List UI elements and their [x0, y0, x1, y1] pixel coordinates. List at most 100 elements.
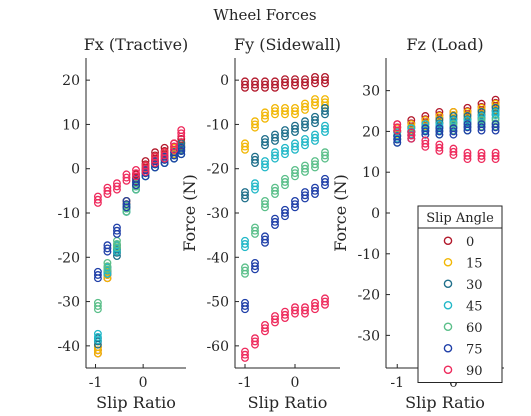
- data-point: [261, 324, 269, 333]
- data-point: [407, 116, 416, 125]
- y-tick-label: -60: [206, 339, 229, 355]
- y-tick-label: -20: [206, 162, 229, 178]
- legend-label: 90: [466, 364, 483, 379]
- data-point: [271, 151, 279, 160]
- data-point: [261, 138, 269, 147]
- data-point: [113, 226, 121, 235]
- data-point: [311, 133, 319, 142]
- legend-label: 45: [466, 299, 483, 314]
- legend-marker: [443, 365, 453, 375]
- data-point: [177, 147, 186, 155]
- legend-label: 0: [466, 235, 474, 250]
- data-point: [261, 108, 269, 117]
- data-point: [477, 120, 486, 129]
- data-point: [261, 196, 269, 205]
- data-point: [491, 103, 500, 112]
- data-point: [281, 107, 289, 116]
- panel-3-ylabel: Force (N): [331, 174, 350, 252]
- data-point: [301, 75, 309, 84]
- data-point: [251, 262, 259, 271]
- data-point: [113, 223, 121, 232]
- data-point: [251, 258, 259, 267]
- data-point: [177, 126, 186, 135]
- data-point: [93, 271, 102, 279]
- data-point: [321, 72, 329, 81]
- data-point: [261, 111, 269, 120]
- data-point: [251, 155, 259, 164]
- data-point: [241, 350, 249, 359]
- data-point: [301, 164, 309, 173]
- data-point: [170, 151, 179, 160]
- data-point: [261, 134, 269, 143]
- data-point: [291, 124, 299, 133]
- data-point: [301, 191, 309, 200]
- data-point: [311, 186, 319, 195]
- y-tick-label: -10: [206, 117, 229, 133]
- legend-marker: [443, 343, 453, 353]
- data-point: [122, 170, 131, 179]
- data-point: [271, 214, 279, 223]
- data-point: [241, 191, 249, 200]
- data-point: [281, 178, 289, 186]
- data-point: [241, 139, 249, 148]
- data-point: [291, 200, 299, 209]
- data-point: [291, 75, 299, 84]
- data-point: [291, 165, 299, 174]
- data-point: [113, 182, 121, 191]
- data-point: [281, 310, 289, 319]
- data-point: [321, 148, 329, 157]
- legend: Slip Angle 0 15 30 45 60 75 90: [417, 205, 503, 383]
- data-point: [241, 236, 249, 245]
- data-point: [251, 117, 259, 126]
- data-point: [463, 120, 472, 129]
- data-point: [301, 303, 309, 312]
- data-point: [463, 123, 472, 132]
- data-point: [321, 103, 329, 112]
- data-point: [271, 312, 279, 321]
- data-point: [281, 307, 289, 316]
- data-point: [491, 120, 500, 129]
- data-point: [301, 78, 309, 87]
- data-point: [449, 144, 458, 153]
- data-point: [491, 95, 500, 104]
- data-point: [251, 152, 259, 161]
- data-point: [170, 148, 179, 157]
- data-point: [301, 161, 309, 170]
- data-point: [421, 124, 430, 133]
- y-tick-label: 0: [220, 73, 229, 89]
- data-point: [407, 131, 416, 140]
- data-point: [421, 120, 430, 129]
- data-point: [281, 75, 289, 84]
- data-point: [477, 107, 486, 116]
- data-point: [291, 169, 299, 178]
- data-point: [477, 123, 486, 132]
- data-point: [271, 148, 279, 157]
- data-point: [103, 183, 112, 192]
- data-point: [141, 157, 150, 166]
- data-point: [311, 116, 319, 124]
- data-point: [170, 139, 179, 148]
- data-point: [241, 142, 249, 151]
- data-point: [132, 178, 140, 186]
- y-tick-label: -10: [357, 247, 380, 263]
- data-point: [311, 302, 319, 310]
- data-point: [251, 334, 259, 343]
- data-point: [291, 107, 299, 116]
- data-point: [491, 116, 500, 125]
- data-point: [491, 99, 500, 108]
- data-point: [435, 116, 444, 125]
- data-point: [301, 306, 309, 315]
- legend-marker: [443, 300, 453, 310]
- x-tick-label: -1: [390, 375, 404, 391]
- legend-marker: [443, 322, 453, 332]
- data-point: [251, 77, 259, 86]
- data-point: [321, 294, 329, 303]
- data-point: [421, 116, 430, 125]
- data-point: [241, 302, 249, 310]
- data-point: [93, 346, 102, 355]
- data-point: [281, 174, 289, 183]
- panel-2: Fy (Sidewall)-60-50-40-30-20-100-1 0Slip …: [180, 35, 341, 412]
- y-tick-label: 30: [362, 84, 380, 100]
- data-point: [311, 98, 319, 107]
- data-point: [122, 200, 131, 209]
